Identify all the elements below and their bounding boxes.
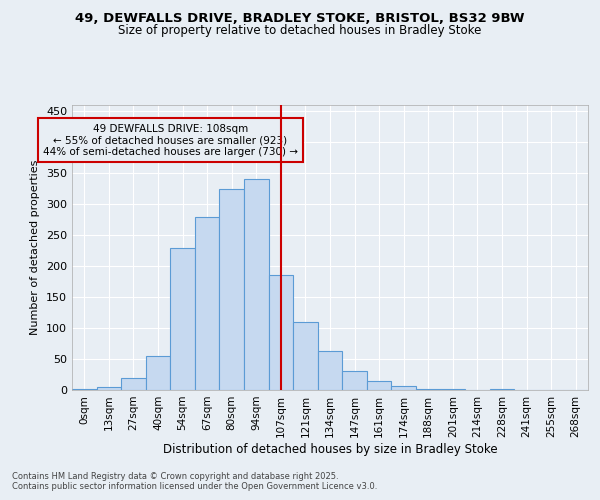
Bar bbox=[170, 248, 195, 390]
Bar bbox=[244, 180, 269, 390]
Bar bbox=[195, 216, 220, 390]
Bar bbox=[293, 322, 318, 390]
Y-axis label: Number of detached properties: Number of detached properties bbox=[31, 160, 40, 335]
Bar bbox=[318, 351, 342, 390]
Bar bbox=[97, 387, 121, 390]
Bar bbox=[416, 389, 440, 390]
Bar bbox=[367, 380, 391, 390]
Bar bbox=[269, 276, 293, 390]
Bar bbox=[391, 386, 416, 390]
Text: Size of property relative to detached houses in Bradley Stoke: Size of property relative to detached ho… bbox=[118, 24, 482, 37]
Bar bbox=[220, 188, 244, 390]
Bar bbox=[72, 389, 97, 390]
Bar bbox=[146, 356, 170, 390]
Text: 49 DEWFALLS DRIVE: 108sqm
← 55% of detached houses are smaller (923)
44% of semi: 49 DEWFALLS DRIVE: 108sqm ← 55% of detac… bbox=[43, 124, 298, 157]
Bar bbox=[121, 378, 146, 390]
Text: 49, DEWFALLS DRIVE, BRADLEY STOKE, BRISTOL, BS32 9BW: 49, DEWFALLS DRIVE, BRADLEY STOKE, BRIST… bbox=[75, 12, 525, 26]
X-axis label: Distribution of detached houses by size in Bradley Stoke: Distribution of detached houses by size … bbox=[163, 442, 497, 456]
Bar bbox=[342, 372, 367, 390]
Text: Contains public sector information licensed under the Open Government Licence v3: Contains public sector information licen… bbox=[12, 482, 377, 491]
Text: Contains HM Land Registry data © Crown copyright and database right 2025.: Contains HM Land Registry data © Crown c… bbox=[12, 472, 338, 481]
